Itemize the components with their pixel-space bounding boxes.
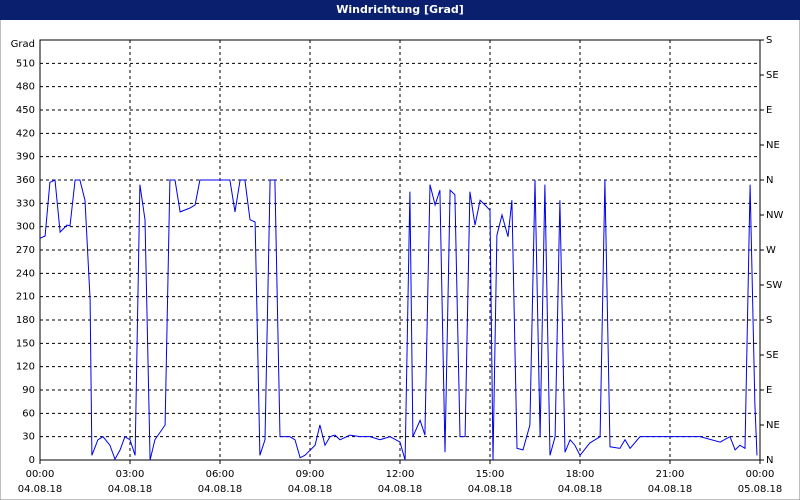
y-tick-label: 510 [16,58,35,69]
y-tick-label: 420 [16,128,35,139]
y2-tick-label: NE [766,420,780,431]
x-tick-date: 04.08.18 [198,484,243,495]
y2-tick-label: W [766,245,776,256]
data-line [39,179,758,461]
x-tick-label: 12:00 [386,469,415,480]
y2-tick-label: S [766,315,772,326]
y-tick-label: 360 [16,175,35,186]
y2-tick-label: S [766,35,772,46]
y2-tick-label: N [766,455,773,466]
x-tick-label: 21:00 [656,469,685,480]
x-tick-label: 09:00 [296,469,325,480]
x-tick-date: 04.08.18 [468,484,513,495]
y-tick-label: 150 [16,338,35,349]
y-tick-label: 210 [16,292,35,303]
x-tick-label: 18:00 [566,469,595,480]
y2-tick-label: NW [766,210,783,221]
x-tick-label: 00:00 [746,469,775,480]
x-tick-label: 00:00 [26,469,55,480]
y2-tick-label: SW [766,280,782,291]
y2-tick-label: E [766,105,772,116]
x-tick-label: 15:00 [476,469,505,480]
y-tick-label: 180 [16,315,35,326]
y-tick-label: 330 [16,198,35,209]
y-tick-label: 240 [16,268,35,279]
x-tick-date: 04.08.18 [378,484,423,495]
y-tick-label: 270 [16,245,35,256]
y-tick-label: 480 [16,82,35,93]
x-tick-date: 05.08.18 [738,484,783,495]
x-tick-date: 04.08.18 [18,484,63,495]
chart-title: Windrichtung [Grad] [336,3,464,16]
y-tick-label: 120 [16,362,35,373]
x-tick-date: 04.08.18 [648,484,693,495]
y-tick-label: 0 [29,455,35,466]
y2-tick-label: SE [766,350,779,361]
y-tick-label: 300 [16,222,35,233]
x-tick-date: 04.08.18 [108,484,153,495]
y2-tick-label: E [766,385,772,396]
x-tick-date: 04.08.18 [288,484,333,495]
y-tick-label: 90 [22,385,35,396]
x-tick-date: 04.08.18 [558,484,603,495]
x-tick-label: 06:00 [206,469,235,480]
x-tick-label: 03:00 [116,469,145,480]
y-tick-label: 30 [22,432,35,443]
title-bar [0,0,800,20]
y-axis-label: Grad [11,39,35,50]
y2-tick-label: NE [766,140,780,151]
y2-tick-label: N [766,175,773,186]
y-tick-label: 450 [16,105,35,116]
y-tick-label: 390 [16,152,35,163]
y-tick-label: 60 [22,408,35,419]
y2-tick-label: SE [766,70,779,81]
